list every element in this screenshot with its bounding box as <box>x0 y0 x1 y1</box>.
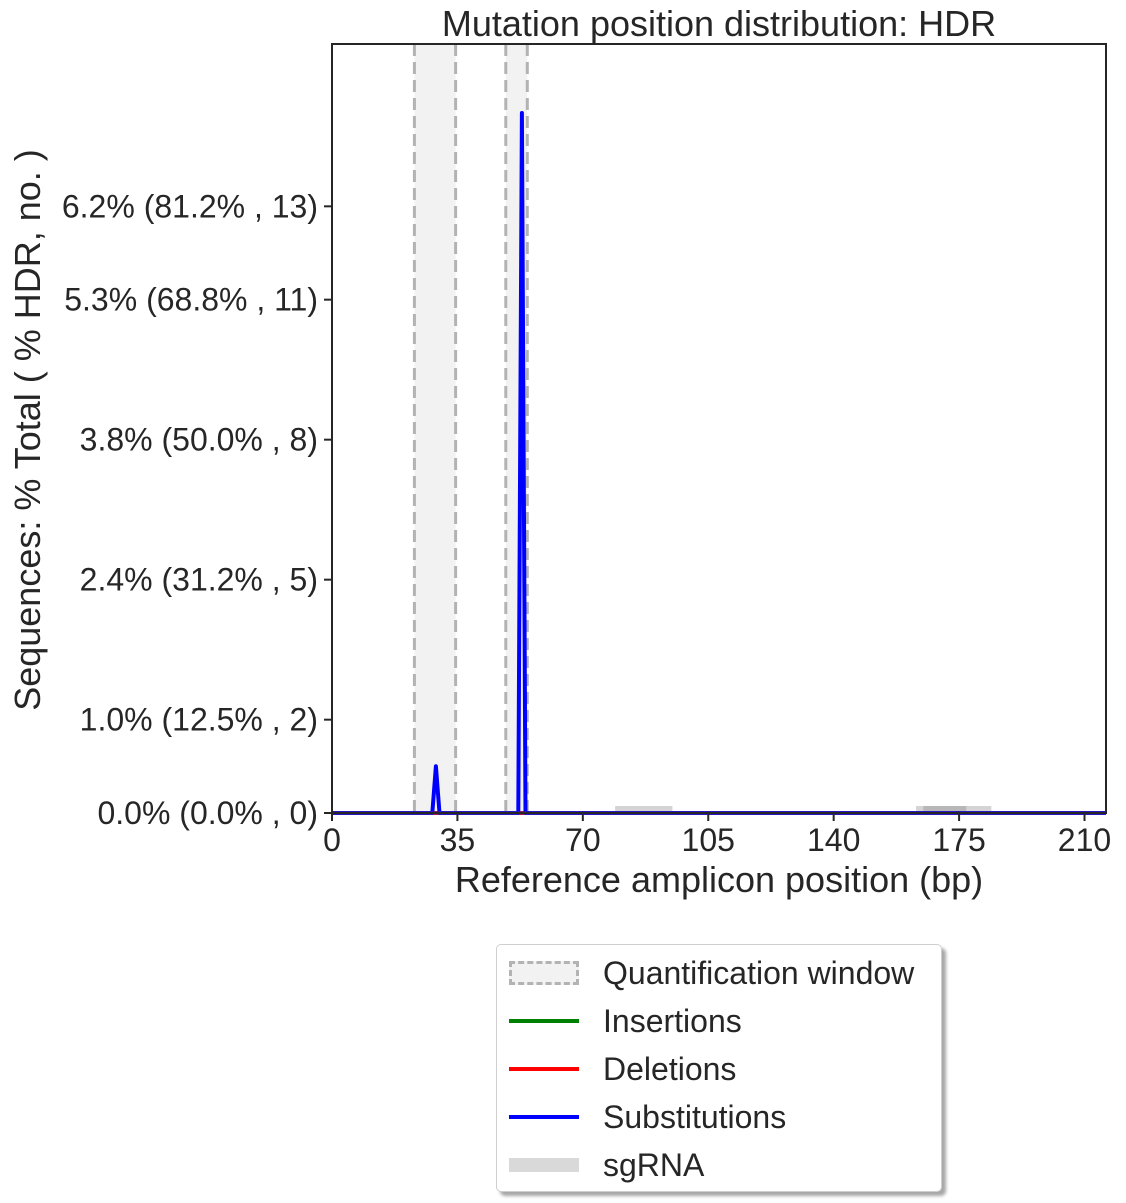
plot-frame <box>331 43 1107 814</box>
legend-swatch-line <box>509 1115 579 1119</box>
legend-label: Insertions <box>603 1003 742 1039</box>
legend-swatch-line <box>509 1019 579 1023</box>
legend-swatch-window <box>509 961 579 985</box>
x-tick-label-140: 140 <box>807 822 860 858</box>
quantification-window-0 <box>414 44 456 813</box>
legend-label: Deletions <box>603 1051 737 1087</box>
legend-item-sgrna: sgRNA <box>497 1145 941 1185</box>
x-tick-label-0: 0 <box>323 822 341 858</box>
legend-label: sgRNA <box>603 1147 705 1183</box>
legend-item-substitutions: Substitutions <box>497 1097 941 1137</box>
y-tick-label-8: 3.8% (50.0% , 8) <box>80 422 318 458</box>
legend-label: Quantification window <box>603 955 915 991</box>
y-tick-label-11: 5.3% (68.8% , 11) <box>64 282 318 318</box>
legend-swatch-line <box>509 1067 579 1071</box>
x-tick-label-210: 210 <box>1058 822 1111 858</box>
x-axis-label: Reference amplicon position (bp) <box>455 859 983 900</box>
y-axis-label: Sequences: % Total ( % HDR, no. ) <box>7 149 48 711</box>
sgrna-region-0 <box>615 806 673 813</box>
legend-item-insertions: Insertions <box>497 1001 941 1041</box>
y-tick-label-13: 6.2% (81.2% , 13) <box>62 188 318 224</box>
x-tick-label-105: 105 <box>682 822 735 858</box>
legend-swatch-sgrna <box>509 1158 579 1172</box>
chart-legend: Quantification window Insertions Deletions… <box>496 944 942 1192</box>
y-tick-label-0: 0.0% (0.0% , 0) <box>97 795 318 831</box>
legend-item-deletions: Deletions <box>497 1049 941 1089</box>
background-layer <box>412 44 992 813</box>
sgrna-overlap <box>923 806 967 813</box>
legend-item-quantification-window: Quantification window <box>497 953 941 993</box>
x-tick-label-175: 175 <box>932 822 985 858</box>
x-tick-label-35: 35 <box>440 822 476 858</box>
y-tick-label-2: 1.0% (12.5% , 2) <box>80 702 318 738</box>
x-tick-label-70: 70 <box>565 822 601 858</box>
tick-layer: 0 35 70 105 140 175 210 0.0% (0.0% , 0) 1.0% (12… <box>62 188 1111 858</box>
y-tick-label-5: 2.4% (31.2% , 5) <box>80 562 318 598</box>
legend-label: Substitutions <box>603 1099 787 1135</box>
mutation-position-chart: 0 35 70 105 140 175 210 0.0% (0.0% , 0) 1.0% (12… <box>7 3 1111 900</box>
chart-title: Mutation position distribution: HDR <box>442 3 996 44</box>
